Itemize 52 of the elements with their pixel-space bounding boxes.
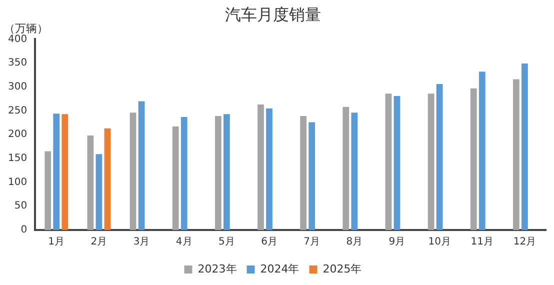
y-tick-label: 100 xyxy=(8,176,28,188)
x-tick-label: 1月 xyxy=(48,236,65,248)
x-tick-label: 8月 xyxy=(346,236,363,248)
bar xyxy=(87,136,94,230)
x-tick-label: 5月 xyxy=(218,236,235,248)
bar xyxy=(223,114,230,230)
y-tick-label: 400 xyxy=(8,34,28,45)
bar xyxy=(96,154,102,230)
x-tick-label: 9月 xyxy=(388,236,406,248)
x-tick-label: 7月 xyxy=(304,236,320,248)
y-axis-title: （万辆） xyxy=(4,22,48,36)
bar xyxy=(44,151,52,230)
bar xyxy=(258,104,264,230)
legend-label: 2023年 xyxy=(198,262,237,276)
bar xyxy=(130,112,136,230)
bar xyxy=(308,122,316,230)
y-tick-label: 300 xyxy=(8,81,28,92)
bar xyxy=(436,84,443,230)
x-tick-label: 3月 xyxy=(133,236,150,248)
bar xyxy=(342,106,350,230)
bar xyxy=(104,128,111,230)
bar xyxy=(53,114,60,230)
bar xyxy=(513,79,520,230)
legend-label: 2025年 xyxy=(322,262,362,276)
y-tick-label: 0 xyxy=(20,224,28,236)
bar xyxy=(138,101,145,230)
y-tick-label: 50 xyxy=(14,200,28,212)
x-tick-label: 10月 xyxy=(428,236,451,248)
bar xyxy=(351,112,358,230)
x-tick-label: 12月 xyxy=(513,236,536,248)
bar xyxy=(172,126,179,230)
bar xyxy=(180,116,188,230)
chart-title: 汽车月度销量 xyxy=(225,4,321,24)
x-tick-label: 6月 xyxy=(261,236,278,248)
x-tick-label: 4月 xyxy=(176,236,192,248)
bar xyxy=(470,88,477,230)
bar xyxy=(300,116,307,230)
bar xyxy=(266,108,272,230)
bar xyxy=(385,94,392,230)
bar xyxy=(478,72,486,230)
bar xyxy=(428,94,434,230)
y-tick-label: 150 xyxy=(8,153,28,164)
y-tick-label: 200 xyxy=(8,129,28,140)
bar xyxy=(214,116,222,230)
y-tick-label: 250 xyxy=(8,105,28,116)
y-tick-label: 350 xyxy=(8,58,28,69)
bar xyxy=(62,114,68,230)
x-tick-label: 2月 xyxy=(90,236,108,248)
x-tick-label: 11月 xyxy=(470,236,494,248)
legend-label: 2024年 xyxy=(260,262,300,276)
bar xyxy=(394,96,400,230)
bar xyxy=(522,64,528,230)
